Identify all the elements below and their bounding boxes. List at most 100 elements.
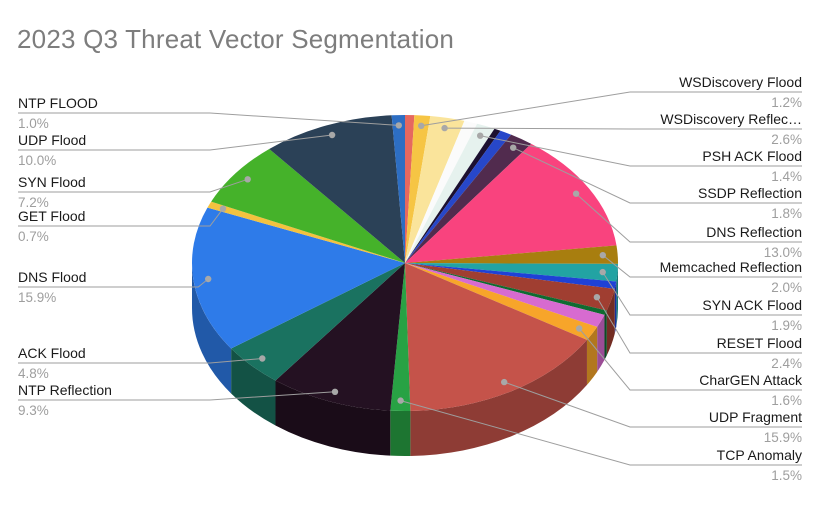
pie-slice-memcached-reflection[interactable] bbox=[405, 245, 618, 264]
leader-dot-dns-flood bbox=[205, 275, 212, 283]
slice-percent-wsdiscovery-flood: 1.2% bbox=[771, 95, 802, 110]
leader-line-psh-ack-flood bbox=[480, 135, 802, 167]
slice-percent-syn-flood: 7.2% bbox=[18, 195, 49, 210]
leader-dot-syn-flood bbox=[244, 176, 251, 183]
slice-label-ntp-flood: NTP FLOOD bbox=[18, 95, 98, 111]
leader-dot-udp-fragment bbox=[501, 378, 508, 386]
pie-slice-wsdiscovery-flood[interactable] bbox=[405, 115, 431, 263]
pie-slice-side-ntp-reflection bbox=[275, 380, 391, 456]
pie-slice-get-flood[interactable] bbox=[207, 201, 405, 263]
pie-slice-unlabeled[interactable] bbox=[405, 115, 415, 263]
leader-dot-udp-flood bbox=[328, 131, 336, 139]
pie-slice-ack-flood[interactable] bbox=[231, 263, 405, 381]
slice-percent-dns-reflection: 13.0% bbox=[763, 245, 802, 260]
slice-label-reset-flood: RESET Flood bbox=[716, 335, 802, 351]
pie-slice-unlabeled[interactable] bbox=[405, 263, 607, 315]
leader-line-ntp-reflection bbox=[18, 391, 336, 401]
slice-percent-ssdp-reflection: 1.8% bbox=[771, 206, 802, 221]
slice-label-memcached-reflection: Memcached Reflection bbox=[659, 259, 802, 275]
leader-dot-memcached-reflection bbox=[599, 252, 606, 259]
pie-slice-side-udp-fragment bbox=[410, 339, 587, 456]
leader-line-chargen-attack bbox=[578, 328, 802, 391]
slice-percent-tcp-anomaly: 1.5% bbox=[771, 468, 802, 483]
leader-dot-ntp-reflection bbox=[331, 388, 339, 395]
pie-slice-side-tcp-anomaly bbox=[390, 410, 411, 456]
leader-line-udp-flood bbox=[18, 134, 333, 151]
leader-line-syn-ack-flood bbox=[602, 271, 802, 316]
slice-percent-wsdiscovery-reflec: 2.6% bbox=[771, 132, 802, 147]
pie-slice-side-unlabeled bbox=[614, 281, 617, 334]
slice-label-chargen-attack: CharGEN Attack bbox=[699, 372, 802, 388]
slice-label-syn-flood: SYN Flood bbox=[18, 174, 86, 190]
slice-percent-ntp-flood: 1.0% bbox=[18, 116, 49, 131]
slice-label-get-flood: GET Flood bbox=[18, 208, 86, 224]
slice-label-udp-fragment: UDP Fragment bbox=[708, 409, 802, 425]
pie-slice-unlabeled[interactable] bbox=[405, 128, 501, 263]
pie-slice-psh-ack-flood[interactable] bbox=[405, 123, 495, 263]
slice-label-dns-flood: DNS Flood bbox=[18, 269, 87, 285]
pie-slice-syn-ack-flood[interactable] bbox=[405, 263, 618, 282]
slice-label-ntp-reflection: NTP Reflection bbox=[18, 382, 112, 398]
leader-dot-ntp-flood bbox=[395, 122, 402, 129]
slice-percent-reset-flood: 2.4% bbox=[771, 356, 802, 371]
slice-label-udp-flood: UDP Flood bbox=[18, 132, 87, 148]
pie-slice-ssdp-reflection[interactable] bbox=[405, 134, 532, 263]
leader-line-memcached-reflection bbox=[602, 254, 802, 278]
slice-percent-memcached-reflection: 2.0% bbox=[771, 280, 802, 295]
leader-line-ack-flood bbox=[18, 358, 263, 364]
leader-line-reset-flood bbox=[596, 296, 802, 354]
pie-slice-dns-flood[interactable] bbox=[191, 207, 405, 349]
pie-slice-dns-reflection[interactable] bbox=[405, 143, 617, 263]
slice-percent-udp-flood: 10.0% bbox=[18, 153, 57, 168]
leader-line-dns-reflection bbox=[575, 193, 802, 243]
pie-slice-tcp-anomaly[interactable] bbox=[390, 263, 411, 411]
pie-slice-chargen-attack[interactable] bbox=[405, 263, 598, 340]
leader-dot-tcp-anomaly bbox=[397, 397, 404, 404]
slice-label-ssdp-reflection: SSDP Reflection bbox=[697, 185, 802, 201]
pie-slice-unlabeled[interactable] bbox=[405, 130, 512, 263]
pie-slice-ntp-flood[interactable] bbox=[391, 115, 405, 263]
pie-slice-wsdiscovery-reflec[interactable] bbox=[405, 116, 465, 263]
pie-slice-unlabeled[interactable] bbox=[405, 263, 605, 327]
leader-line-syn-flood bbox=[18, 178, 248, 193]
leader-line-get-flood bbox=[18, 208, 224, 227]
slice-percent-udp-fragment: 15.9% bbox=[763, 430, 802, 445]
leader-dot-chargen-attack bbox=[576, 325, 583, 332]
pie-slice-udp-fragment[interactable] bbox=[405, 263, 587, 411]
slice-label-wsdiscovery-flood: WSDiscovery Flood bbox=[679, 74, 802, 90]
slice-percent-ack-flood: 4.8% bbox=[18, 366, 49, 381]
slice-percent-dns-flood: 15.9% bbox=[18, 290, 57, 305]
slice-percent-psh-ack-flood: 1.4% bbox=[771, 169, 802, 184]
slice-label-tcp-anomaly: TCP Anomaly bbox=[716, 447, 802, 463]
pie-slice-udp-flood[interactable] bbox=[269, 115, 405, 263]
slice-label-psh-ack-flood: PSH ACK Flood bbox=[702, 148, 802, 164]
leader-line-tcp-anomaly bbox=[400, 400, 802, 466]
slice-percent-get-flood: 0.7% bbox=[18, 229, 49, 244]
chart-title: 2023 Q3 Threat Vector Segmentation bbox=[17, 24, 455, 54]
slice-label-syn-ack-flood: SYN ACK Flood bbox=[702, 297, 802, 313]
leader-dot-wsdiscovery-reflec bbox=[441, 124, 448, 132]
leader-line-wsdiscovery-reflec bbox=[444, 127, 802, 130]
leader-dot-get-flood bbox=[219, 205, 227, 212]
slice-percent-syn-ack-flood: 1.9% bbox=[771, 318, 802, 333]
leader-line-dns-flood bbox=[18, 278, 209, 288]
slice-label-dns-reflection: DNS Reflection bbox=[706, 224, 802, 240]
leader-dot-dns-reflection bbox=[572, 190, 580, 197]
leader-dot-psh-ack-flood bbox=[477, 132, 484, 139]
pie-slice-side-dns-flood bbox=[192, 263, 232, 394]
pie-slice-reset-flood[interactable] bbox=[405, 263, 615, 311]
leader-line-wsdiscovery-flood bbox=[421, 91, 802, 127]
leader-dot-ack-flood bbox=[259, 355, 266, 362]
pie-slice-side-reset-flood bbox=[606, 288, 615, 356]
pie-slice-syn-flood[interactable] bbox=[211, 148, 405, 263]
pie-slice-unlabeled[interactable] bbox=[405, 120, 478, 264]
leader-line-udp-fragment bbox=[504, 381, 802, 428]
pie-slice-ntp-reflection[interactable] bbox=[275, 263, 405, 411]
leader-line-ssdp-reflection bbox=[512, 147, 802, 204]
leader-dot-ssdp-reflection bbox=[510, 144, 517, 151]
pie-slice-unlabeled[interactable] bbox=[405, 263, 617, 289]
slice-label-ack-flood: ACK Flood bbox=[18, 345, 86, 361]
leader-line-ntp-flood bbox=[18, 112, 399, 126]
